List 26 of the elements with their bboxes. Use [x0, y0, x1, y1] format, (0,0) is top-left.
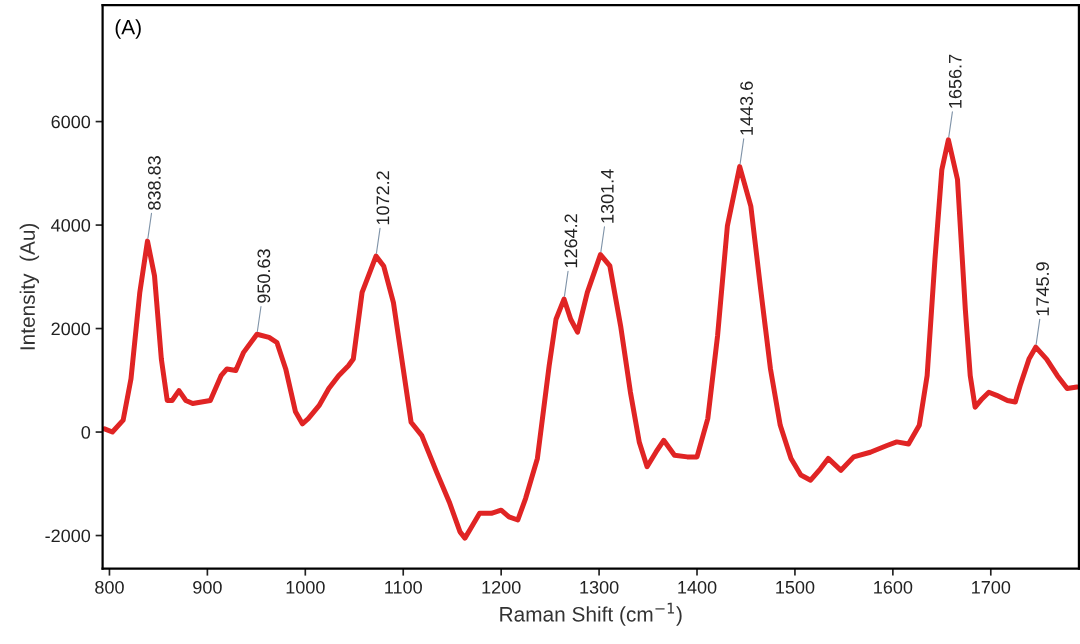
y-tick-label: 0: [81, 425, 91, 439]
x-tick-label: 1300: [580, 580, 619, 594]
x-tick-label: 1600: [874, 580, 913, 594]
y-tick-label: -2000: [45, 529, 91, 543]
annotation: 1301.4: [600, 169, 614, 223]
x-tick-label: 900: [193, 580, 222, 594]
x-tick-label: 1000: [286, 580, 325, 594]
annotation: 950.63: [257, 249, 271, 303]
annotation: 1072.2: [376, 171, 390, 225]
annotation: 838.83: [147, 156, 161, 210]
annotation: (A): [115, 19, 141, 39]
annotation: 1443.6: [740, 81, 753, 135]
x-tick-label: 1100: [385, 580, 422, 594]
x-axis-title: Raman Shift (cm$^{−1}$): [500, 602, 682, 626]
x-tick-label: 1200: [482, 580, 521, 594]
y-tick-label: 2000: [51, 322, 91, 336]
x-tick-label: 1400: [678, 580, 717, 594]
x-tick-label: 1500: [776, 580, 815, 594]
y-tick-label: 6000: [51, 115, 91, 129]
annotation: 1264.2: [564, 214, 578, 268]
y-axis-title: Intensity (Au): [19, 223, 40, 350]
x-tick-label: 1700: [972, 580, 1011, 594]
y-tick-label: 4000: [51, 219, 91, 232]
annotation: 1656.7: [948, 54, 962, 108]
annotation: 1745.9: [1036, 262, 1049, 316]
x-tick-label: 800: [95, 580, 124, 594]
